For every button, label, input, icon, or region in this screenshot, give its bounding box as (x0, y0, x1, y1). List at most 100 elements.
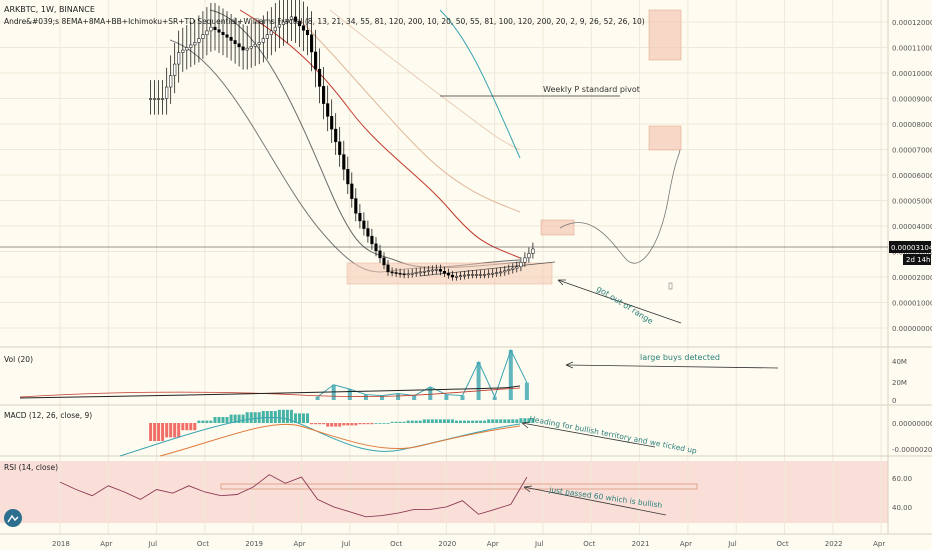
candle-body (157, 98, 161, 100)
buys-arrowhead (565, 361, 574, 369)
price-tick: 0.00007000 (892, 147, 932, 155)
candle-body (527, 253, 531, 259)
macd-histogram-bar (455, 420, 458, 423)
candle-body (217, 29, 221, 33)
macd-histogram-bar (310, 423, 314, 425)
candle-body (330, 116, 334, 130)
candle-body (466, 274, 471, 276)
time-tick: Apr (487, 540, 499, 548)
macd-histogram-bar (237, 414, 241, 423)
candle-body (322, 86, 326, 104)
macd-histogram-bar (475, 420, 479, 423)
candle-body (213, 26, 217, 30)
time-tick: 2022 (825, 540, 843, 548)
macd-histogram-bar (225, 417, 229, 423)
candle-body (394, 272, 398, 274)
macd-histogram-bar (302, 413, 305, 423)
candle-body (479, 274, 483, 276)
macd-histogram-bar (221, 417, 225, 423)
candle-body (257, 42, 261, 45)
candle-body (378, 250, 382, 259)
candle-body (285, 19, 289, 23)
volume-bar (315, 396, 320, 400)
candle-body (233, 40, 237, 44)
time-tick: Jul (534, 540, 544, 548)
ma-light-line-1 (299, 19, 521, 213)
range-arrow (557, 279, 682, 324)
candle-body (362, 220, 366, 229)
macd-histogram-bar (265, 411, 269, 423)
macd-signal-line (159, 423, 521, 457)
macd-histogram-bar (366, 423, 370, 425)
candle-body (305, 30, 310, 36)
macd-histogram-bar (177, 423, 181, 438)
candle-body (161, 98, 165, 100)
rsi-arrow (523, 486, 667, 516)
macd-histogram-bar (314, 423, 318, 425)
macd-histogram-bar (298, 413, 301, 423)
macd-histogram-bar (467, 420, 470, 423)
volume-tick-2: 20M (892, 379, 907, 387)
macd-histogram-bar (446, 419, 450, 423)
price-tick: 0.00000000 (892, 325, 932, 333)
volume-title: Vol (20) (4, 355, 33, 364)
rsi-pane (59, 474, 528, 518)
macd-histogram-bar (213, 417, 217, 423)
candle-body (265, 34, 269, 39)
candle-body (297, 21, 302, 27)
price-tick: 0.00006000 (892, 172, 932, 180)
candle-body (495, 272, 499, 274)
rsi-title: RSI (14, close) (4, 463, 58, 472)
indicator-list: Andre&#039;s 8EMA+8MA+BB+Ichimoku+SR+TD … (4, 17, 645, 26)
time-tick: Oct (390, 540, 402, 548)
time-tick: Oct (583, 540, 595, 548)
volume-avg-line (19, 385, 521, 399)
macd-histogram-bar (410, 420, 414, 423)
macd-histogram-bar (430, 419, 434, 423)
trendline-support (419, 261, 556, 277)
macd-histogram-bar (499, 419, 503, 423)
macd-histogram-bar (515, 419, 519, 423)
buys-label: large buys detected (640, 353, 720, 362)
target-zone-2 (648, 125, 682, 151)
rsi-tick-2: 40.00 (892, 504, 912, 512)
macd-histogram-bar (434, 419, 438, 423)
macd-histogram-bar (253, 412, 257, 423)
candle-body (475, 274, 479, 276)
macd-histogram-bar (334, 423, 338, 427)
candle-body (438, 269, 442, 272)
candle-body (515, 266, 519, 269)
price-tick: 0.00010000 (892, 70, 932, 78)
price-tick: 0.00005000 (892, 198, 932, 206)
macd-histogram-bar (406, 420, 410, 423)
candle-body (507, 269, 511, 271)
candle-body (221, 31, 225, 36)
volume-bar (363, 394, 368, 400)
candle-body (249, 45, 253, 49)
macd-histogram-bar (394, 421, 398, 423)
macd-histogram-bar (201, 420, 205, 423)
macd-histogram-bar (374, 423, 378, 424)
volume-bar (428, 386, 433, 400)
macd-histogram-bar (414, 420, 418, 423)
macd-histogram-bar (294, 413, 297, 423)
macd-histogram-bar (358, 423, 362, 425)
macd-histogram-bar (422, 419, 426, 423)
volume-pane (19, 348, 529, 400)
rsi-arrowhead (523, 485, 533, 493)
time-tick: Jul (148, 540, 158, 548)
macd-histogram-bar (245, 412, 249, 423)
rsi-resistance-box (220, 483, 698, 490)
macd-histogram-bar (161, 423, 165, 441)
candle-body (193, 42, 197, 46)
volume-bar (380, 395, 384, 400)
rsi-band (0, 461, 888, 523)
macd-histogram-bar (471, 420, 475, 423)
candle-body (434, 269, 438, 271)
volume-bar (508, 350, 513, 400)
candle-body (446, 272, 450, 276)
macd-histogram-bar (459, 420, 462, 423)
macd-histogram-bar (346, 423, 350, 426)
ma-red-line (239, 9, 521, 259)
